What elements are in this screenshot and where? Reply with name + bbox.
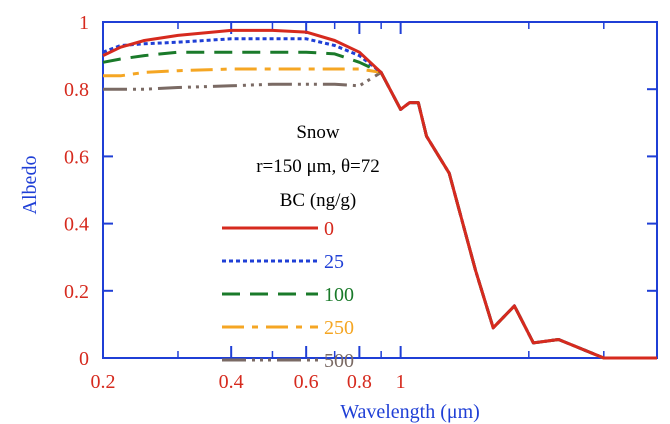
x-tick-label: 0.8 [347,371,372,393]
y-tick-label: 0.4 [64,214,89,236]
legend-label-bc-0: 0 [324,218,334,240]
x-tick-label: 0.6 [294,371,319,393]
y-tick-label: 1 [79,12,89,34]
legend-label-bc-500: 500 [324,350,354,372]
axis-ticks: 00.20.40.60.810.2 0.4 0.6 0.8 1 [64,12,657,393]
series-line-bc-100 [102,50,657,360]
y-tick-label: 0.2 [64,281,89,303]
x-axis-title: Wavelength (μm) [340,401,480,423]
annotation-bc-units: BC (ng/g) [280,190,357,211]
series-lines [102,28,657,360]
annotation-snow: Snow [296,122,340,143]
series-line-bc-0 [102,28,657,360]
y-tick-label: 0 [79,348,89,370]
legend: 0 25 100 250 500 [222,218,354,372]
x-tick-label: 0.4 [219,371,244,393]
y-tick-label: 0.8 [64,79,89,101]
annotation-radius-angle: r=150 μm, θ=72 [256,156,380,177]
legend-label-bc-250: 250 [324,317,354,339]
series-line-bc-250 [103,67,657,360]
y-tick-label: 0.6 [64,146,89,168]
series-line-bc-500 [103,70,657,360]
plot-frame [102,21,658,359]
legend-label-bc-25: 25 [324,251,344,273]
plot-border [102,21,658,359]
y-axis-title: Albedo [19,156,41,215]
x-tick-label: 1 [396,371,406,393]
legend-label-bc-100: 100 [324,284,354,306]
series-line-bc-25 [102,37,657,360]
x-tick-label: 0.2 [91,371,116,393]
